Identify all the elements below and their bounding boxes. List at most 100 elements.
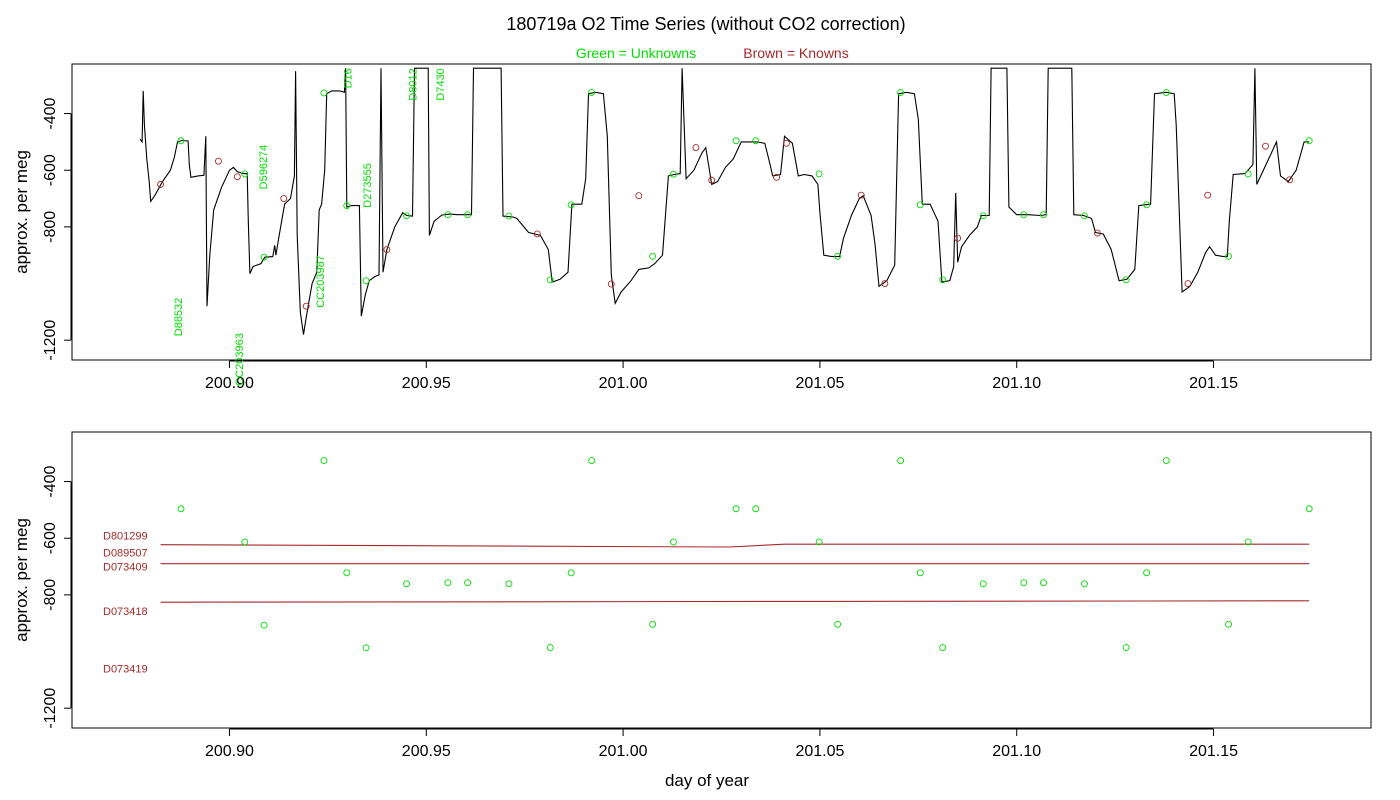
known-marker: [280, 195, 288, 202]
known-marker: [607, 280, 615, 288]
known-marker: [1262, 142, 1269, 150]
known-label: D801299: [103, 530, 148, 542]
unknown-marker: [815, 170, 823, 178]
sample-annotation: D596274: [258, 145, 270, 190]
x-tick-label: 201.10: [992, 375, 1041, 392]
x-tick-label: 201.05: [795, 375, 844, 392]
x-tick-label: 201.00: [599, 375, 648, 392]
o2-trace-line: [139, 67, 1310, 335]
unknown-point: [939, 644, 947, 652]
unknown-marker: [1020, 211, 1028, 219]
known-marker: [881, 280, 889, 287]
known-label: D089507: [103, 547, 148, 559]
unknown-marker: [670, 170, 677, 178]
unknown-point: [505, 580, 513, 588]
known-marker: [302, 302, 310, 310]
x-tick-label: 201.15: [1189, 743, 1238, 760]
unknown-marker: [567, 201, 575, 209]
sample-annotation: CC203987: [315, 255, 327, 308]
sample-annotation: D88532: [173, 298, 185, 337]
unknown-point: [1162, 457, 1170, 465]
unknown-marker: [834, 252, 842, 260]
unknown-point: [567, 569, 575, 577]
top-y-axis-label: approx. per meg: [12, 150, 31, 274]
unknown-point: [403, 580, 411, 588]
known-marker: [157, 180, 165, 188]
known-marker: [783, 139, 790, 147]
unknown-marker: [546, 276, 554, 284]
unknown-marker: [979, 212, 987, 220]
unknown-point: [979, 580, 987, 588]
unknown-marker: [241, 170, 249, 178]
unknown-point: [444, 579, 452, 587]
bottom-panel: approx. per meg 200.90 200.95 201.00 201.05…: [12, 431, 1372, 760]
known-marker: [1286, 176, 1293, 184]
known-marker: [773, 173, 781, 181]
unknown-point: [815, 538, 823, 546]
unknown-marker: [362, 277, 370, 285]
unknown-point: [1225, 620, 1232, 628]
unknown-marker: [588, 89, 596, 97]
unknown-point: [897, 457, 905, 465]
sample-annotation: CC203963: [234, 333, 246, 386]
y-tick-label: -1200: [42, 688, 59, 729]
top-panel: approx. per meg 200.90 200.95 201.00 201.05…: [12, 63, 1372, 392]
unknown-point: [1020, 579, 1028, 587]
known-marker: [533, 230, 541, 238]
x-tick-label: 201.05: [795, 743, 844, 760]
y-tick-label: -1200: [42, 320, 59, 361]
unknown-point: [260, 621, 268, 629]
chart-title: 180719a O2 Time Series (without CO2 corr…: [506, 14, 905, 34]
known-marker: [708, 176, 716, 184]
known-marker: [1204, 191, 1212, 199]
legend-unknowns: Green = Unknowns: [576, 45, 696, 61]
unknown-point: [670, 538, 677, 546]
sample-annotation: D8012: [407, 68, 419, 100]
sample-annotation: D273555: [362, 163, 374, 208]
y-tick-label: -400: [42, 465, 59, 497]
unknown-point: [1122, 644, 1130, 652]
y-tick-label: -600: [42, 522, 59, 554]
x-tick-label: 200.95: [402, 375, 451, 392]
bottom-plot-frame: [71, 431, 1372, 729]
unknown-point: [1143, 569, 1151, 577]
unknown-marker: [260, 253, 268, 261]
unknown-marker: [916, 201, 924, 209]
x-tick-label: 201.15: [1189, 375, 1238, 392]
unknown-point: [320, 457, 328, 465]
unknown-point: [649, 620, 657, 628]
unknown-marker: [1225, 252, 1232, 260]
sample-annotation: D16: [343, 68, 355, 88]
unknown-marker: [177, 137, 185, 145]
unknown-point: [916, 569, 924, 577]
unknown-marker: [752, 137, 760, 145]
unknown-point: [241, 538, 249, 546]
unknown-marker: [939, 276, 947, 284]
known-marker: [857, 191, 865, 199]
y-tick-label: -600: [42, 154, 59, 186]
unknown-point: [546, 644, 554, 652]
unknown-marker: [1122, 276, 1130, 284]
known-marker: [233, 173, 241, 181]
known-label: D073409: [103, 562, 148, 574]
y-tick-label: -800: [42, 211, 59, 243]
unknown-marker: [897, 89, 905, 97]
known-marker: [1093, 229, 1101, 237]
x-tick-label: 200.95: [402, 743, 451, 760]
unknown-point: [732, 505, 740, 513]
unknown-point: [588, 457, 596, 465]
known-marker: [1184, 280, 1192, 287]
top-plot-frame: [71, 63, 1372, 361]
unknown-marker: [649, 252, 657, 260]
unknown-marker: [1143, 201, 1151, 209]
known-marker: [954, 234, 962, 242]
unknown-marker: [403, 212, 411, 220]
unknown-marker: [732, 137, 740, 145]
bottom-y-axis-label: approx. per meg: [12, 518, 31, 642]
y-tick-label: -400: [42, 97, 59, 129]
unknown-point: [1040, 579, 1047, 587]
unknown-marker: [505, 212, 513, 220]
known-label: D073419: [103, 664, 148, 676]
y-tick-label: -800: [42, 579, 59, 611]
